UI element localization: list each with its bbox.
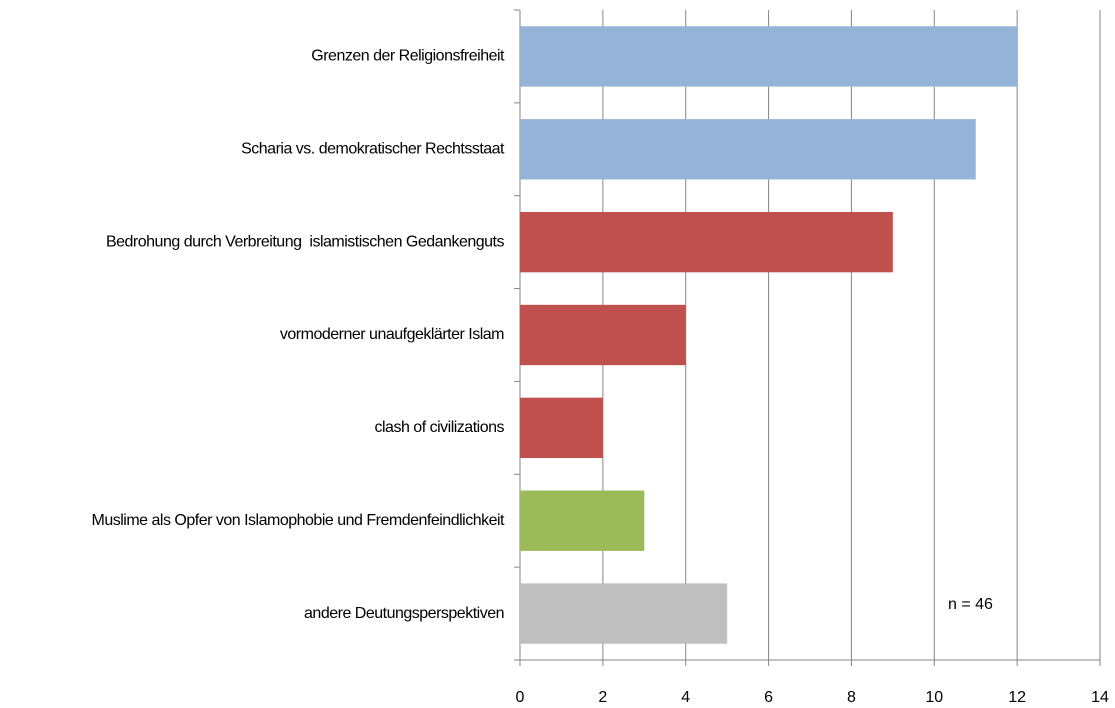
y-tick-label: Bedrohung durch Verbreitung islamistisch…: [106, 233, 505, 250]
y-tick-label: andere Deutungsperspektiven: [304, 605, 504, 622]
x-tick-label: 12: [1008, 689, 1026, 706]
bar: [520, 26, 1018, 87]
bar: [520, 119, 976, 180]
bar: [520, 211, 893, 273]
x-tick-label: 6: [764, 689, 773, 706]
bar: [520, 397, 603, 459]
y-tick-label: clash of civilizations: [375, 419, 505, 436]
y-tick-label: Muslime als Opfer von Islamophobie und F…: [92, 512, 506, 529]
bar: [520, 583, 728, 644]
bar: [520, 304, 686, 366]
x-tick-label: 14: [1091, 689, 1109, 706]
x-tick-label: 2: [598, 689, 607, 706]
y-tick-label: vormoderner unaufgeklärter Islam: [280, 326, 504, 343]
bar: [520, 490, 645, 551]
x-tick-label: 4: [681, 689, 690, 706]
annotation: n = 46: [948, 596, 993, 613]
x-tick-label: 0: [516, 689, 525, 706]
x-tick-label: 10: [925, 689, 943, 706]
y-tick-label: Scharia vs. demokratischer Rechtsstaat: [241, 141, 505, 158]
x-tick-label: 8: [847, 689, 856, 706]
y-tick-label: Grenzen der Religionsfreiheit: [311, 48, 505, 65]
